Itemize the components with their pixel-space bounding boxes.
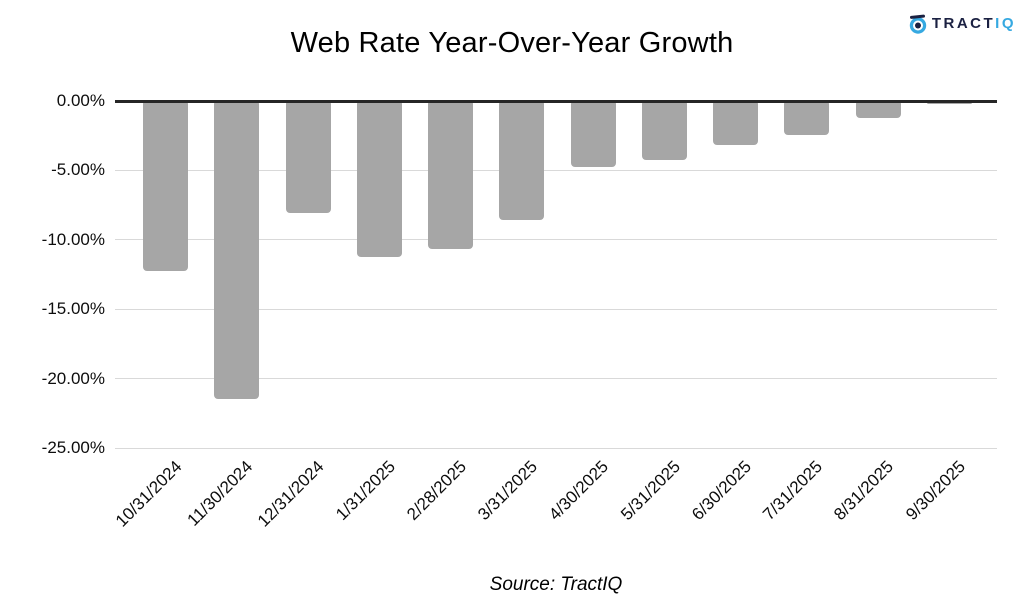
x-tick-label: 10/31/2024 (111, 457, 186, 531)
gridline (115, 169, 997, 171)
bar-slot (771, 101, 842, 448)
bar-slot (344, 101, 415, 448)
logo-text-primary: TRACT (931, 15, 996, 32)
bar-9/30/2025 (926, 101, 972, 105)
bar-slot (273, 101, 344, 448)
gridline (115, 308, 997, 310)
bars (115, 101, 997, 448)
bar-11/30/2024 (214, 101, 260, 399)
gridline (115, 447, 997, 449)
x-tick-label: 7/31/2025 (759, 457, 827, 524)
tractiq-logo: TRACTIQ (908, 13, 1016, 35)
bar-slot (558, 101, 629, 448)
bar-10/31/2024 (143, 101, 189, 271)
gridline (115, 378, 997, 380)
bar-slot (486, 101, 557, 448)
source-note: Source: TractIQ (489, 574, 623, 595)
bar-slot (201, 101, 272, 448)
bar-slot (843, 101, 914, 448)
plot-area (115, 99, 997, 449)
bar-3/31/2025 (499, 101, 545, 220)
x-tick-label: 1/31/2025 (331, 457, 399, 524)
bar-2/28/2025 (428, 101, 474, 249)
x-tick-label: 9/30/2025 (901, 457, 969, 524)
bar-5/31/2025 (641, 101, 687, 160)
x-tick-label: 4/30/2025 (545, 457, 613, 524)
bar-slot (700, 101, 771, 448)
logo-wordmark: TRACTIQ (932, 13, 1016, 35)
zero-axis-line (115, 99, 997, 103)
bar-slot (629, 101, 700, 448)
bar-4/30/2025 (570, 101, 616, 167)
x-tick-label: 5/31/2025 (616, 457, 684, 524)
y-tick-label: -10.00% (41, 229, 105, 249)
y-tick-label: 0.00% (56, 91, 105, 110)
bar-slot (130, 101, 201, 448)
chart-title: Web Rate Year-Over-Year Growth (290, 27, 734, 59)
bar-7/31/2025 (784, 101, 830, 135)
x-tick-label: 3/31/2025 (474, 457, 542, 524)
x-axis-labels: 10/31/2024 11/30/2024 12/31/2024 1/31/2025 2… (0, 457, 1024, 567)
y-tick-label: -15.00% (41, 299, 105, 319)
bar-slot (914, 101, 985, 448)
x-tick-label: 8/31/2025 (830, 457, 898, 524)
logo-text-accent: IQ (995, 15, 1016, 32)
bar-1/31/2025 (356, 101, 402, 257)
x-tick-label: 12/31/2024 (253, 457, 328, 531)
bar-6/30/2025 (713, 101, 759, 145)
gridline (115, 239, 997, 241)
bar-12/31/2024 (285, 101, 331, 213)
x-tick-label: 11/30/2024 (183, 457, 257, 530)
x-tick-label: 2/28/2025 (403, 457, 471, 524)
lens-icon (909, 14, 927, 34)
y-tick-label: -5.00% (51, 160, 105, 180)
bar-slot (415, 101, 486, 448)
x-tick-label: 6/30/2025 (688, 457, 756, 524)
y-axis-labels: 0.00% -5.00% -10.00% -15.00% -20.00% -25.00% (0, 91, 105, 457)
y-tick-label: -20.00% (41, 368, 105, 388)
bar-8/31/2025 (855, 101, 901, 119)
y-tick-label: -25.00% (41, 438, 105, 457)
